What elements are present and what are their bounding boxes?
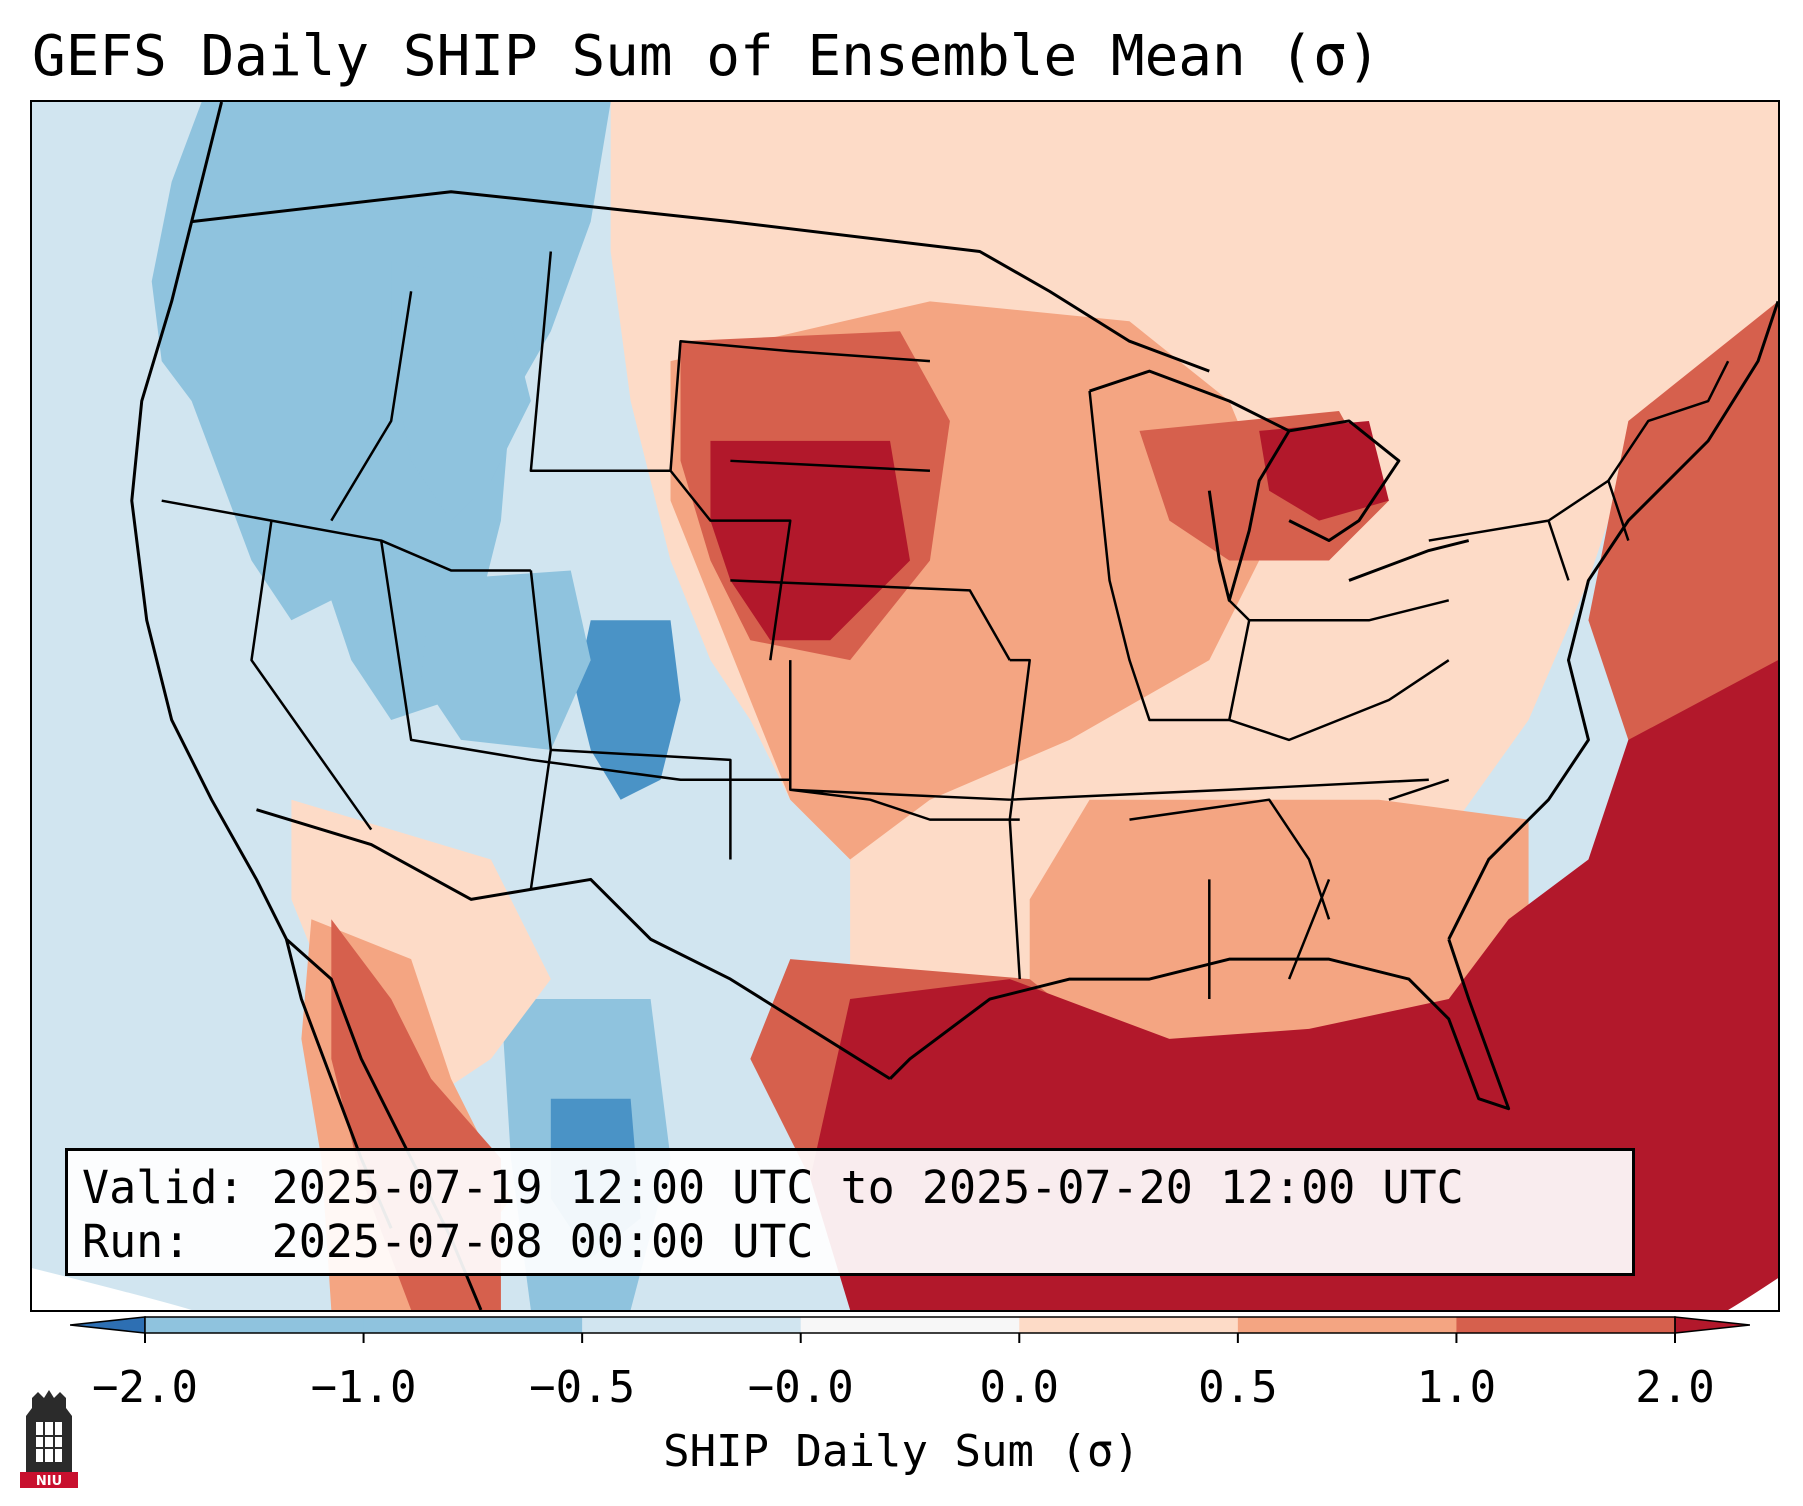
colorbar-extend-low xyxy=(70,1316,146,1334)
utah-blue-field xyxy=(421,570,591,750)
colorbar xyxy=(70,1316,1750,1343)
university-tower-icon xyxy=(26,1390,72,1474)
colorbar-tick-label: 0.0 xyxy=(979,1362,1060,1413)
colorbar-tick-label: 2.0 xyxy=(1635,1362,1715,1413)
northwest-blue-field xyxy=(151,102,611,720)
colorbar-segment xyxy=(363,1317,583,1333)
run-time-text: Run: 2025-07-08 00:00 UTC xyxy=(82,1215,814,1268)
projection-edge-right xyxy=(1728,1278,1778,1310)
colorbar-tick-label: −0.0 xyxy=(747,1362,854,1413)
colorbar-tick-label: −1.0 xyxy=(310,1362,417,1413)
colorbar-segment xyxy=(1456,1317,1676,1333)
colorbar-tick-label: 0.5 xyxy=(1198,1362,1278,1413)
page-title: GEFS Daily SHIP Sum of Ensemble Mean (σ) xyxy=(32,24,1381,89)
colorbar-tick-label: −0.5 xyxy=(529,1362,636,1413)
state-borders xyxy=(161,251,1730,1000)
colorbar-label: SHIP Daily Sum (σ) xyxy=(663,1426,1140,1477)
colorbar-segment xyxy=(145,1317,365,1333)
projection-edge-left xyxy=(32,1268,192,1310)
colorbar-segment xyxy=(582,1317,802,1333)
colorbar-segment xyxy=(1237,1317,1457,1333)
colorbar-extend-high xyxy=(1674,1316,1750,1334)
ship-anomaly-map[interactable] xyxy=(32,102,1778,1310)
dakotas-core-field xyxy=(710,440,910,641)
us-mexico-border xyxy=(256,808,891,1081)
southwest-light-warm-field xyxy=(291,799,551,1099)
valid-time-text: Valid: 2025-07-19 12:00 UTC to 2025-07-2… xyxy=(82,1161,1464,1214)
gulf-coastline xyxy=(888,938,1511,1111)
pacific-coastline xyxy=(130,102,483,1310)
colorbar-tick-label: −2.0 xyxy=(92,1362,198,1413)
atlantic-coastline xyxy=(1447,300,1778,940)
gulf-atlantic-hot-field xyxy=(810,660,1778,1310)
colorbar-outline xyxy=(144,1316,1676,1334)
colorbar-segment xyxy=(800,1317,1020,1333)
northeast-hot-field xyxy=(1588,301,1778,740)
southeast-warm-field xyxy=(1029,799,1529,1059)
lake-michigan-hot-field xyxy=(1259,420,1389,521)
map-panel[interactable] xyxy=(30,100,1780,1312)
colorbar-segments xyxy=(70,1316,1750,1343)
niu-logo: NIU xyxy=(20,1390,78,1488)
valid-run-info-box: Valid: 2025-07-19 12:00 UTC to 2025-07-2… xyxy=(65,1148,1635,1276)
great-lakes-outline xyxy=(1089,369,1470,602)
colorbar-segment xyxy=(1019,1317,1239,1333)
canada-us-border xyxy=(191,190,1210,373)
colorbar-tick-label: 1.0 xyxy=(1416,1362,1497,1413)
niu-logo-text: NIU xyxy=(36,1474,62,1488)
idaho-blue-field xyxy=(391,261,531,521)
